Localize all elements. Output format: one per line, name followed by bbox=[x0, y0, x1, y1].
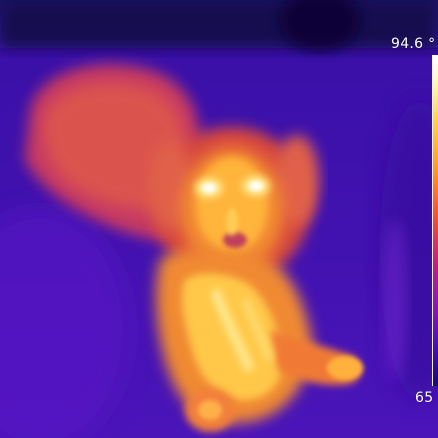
scale-min-label: 65 bbox=[415, 390, 434, 406]
temperature-scale-bar bbox=[432, 55, 438, 386]
scale-max-label: 94.6 ° bbox=[391, 36, 436, 52]
